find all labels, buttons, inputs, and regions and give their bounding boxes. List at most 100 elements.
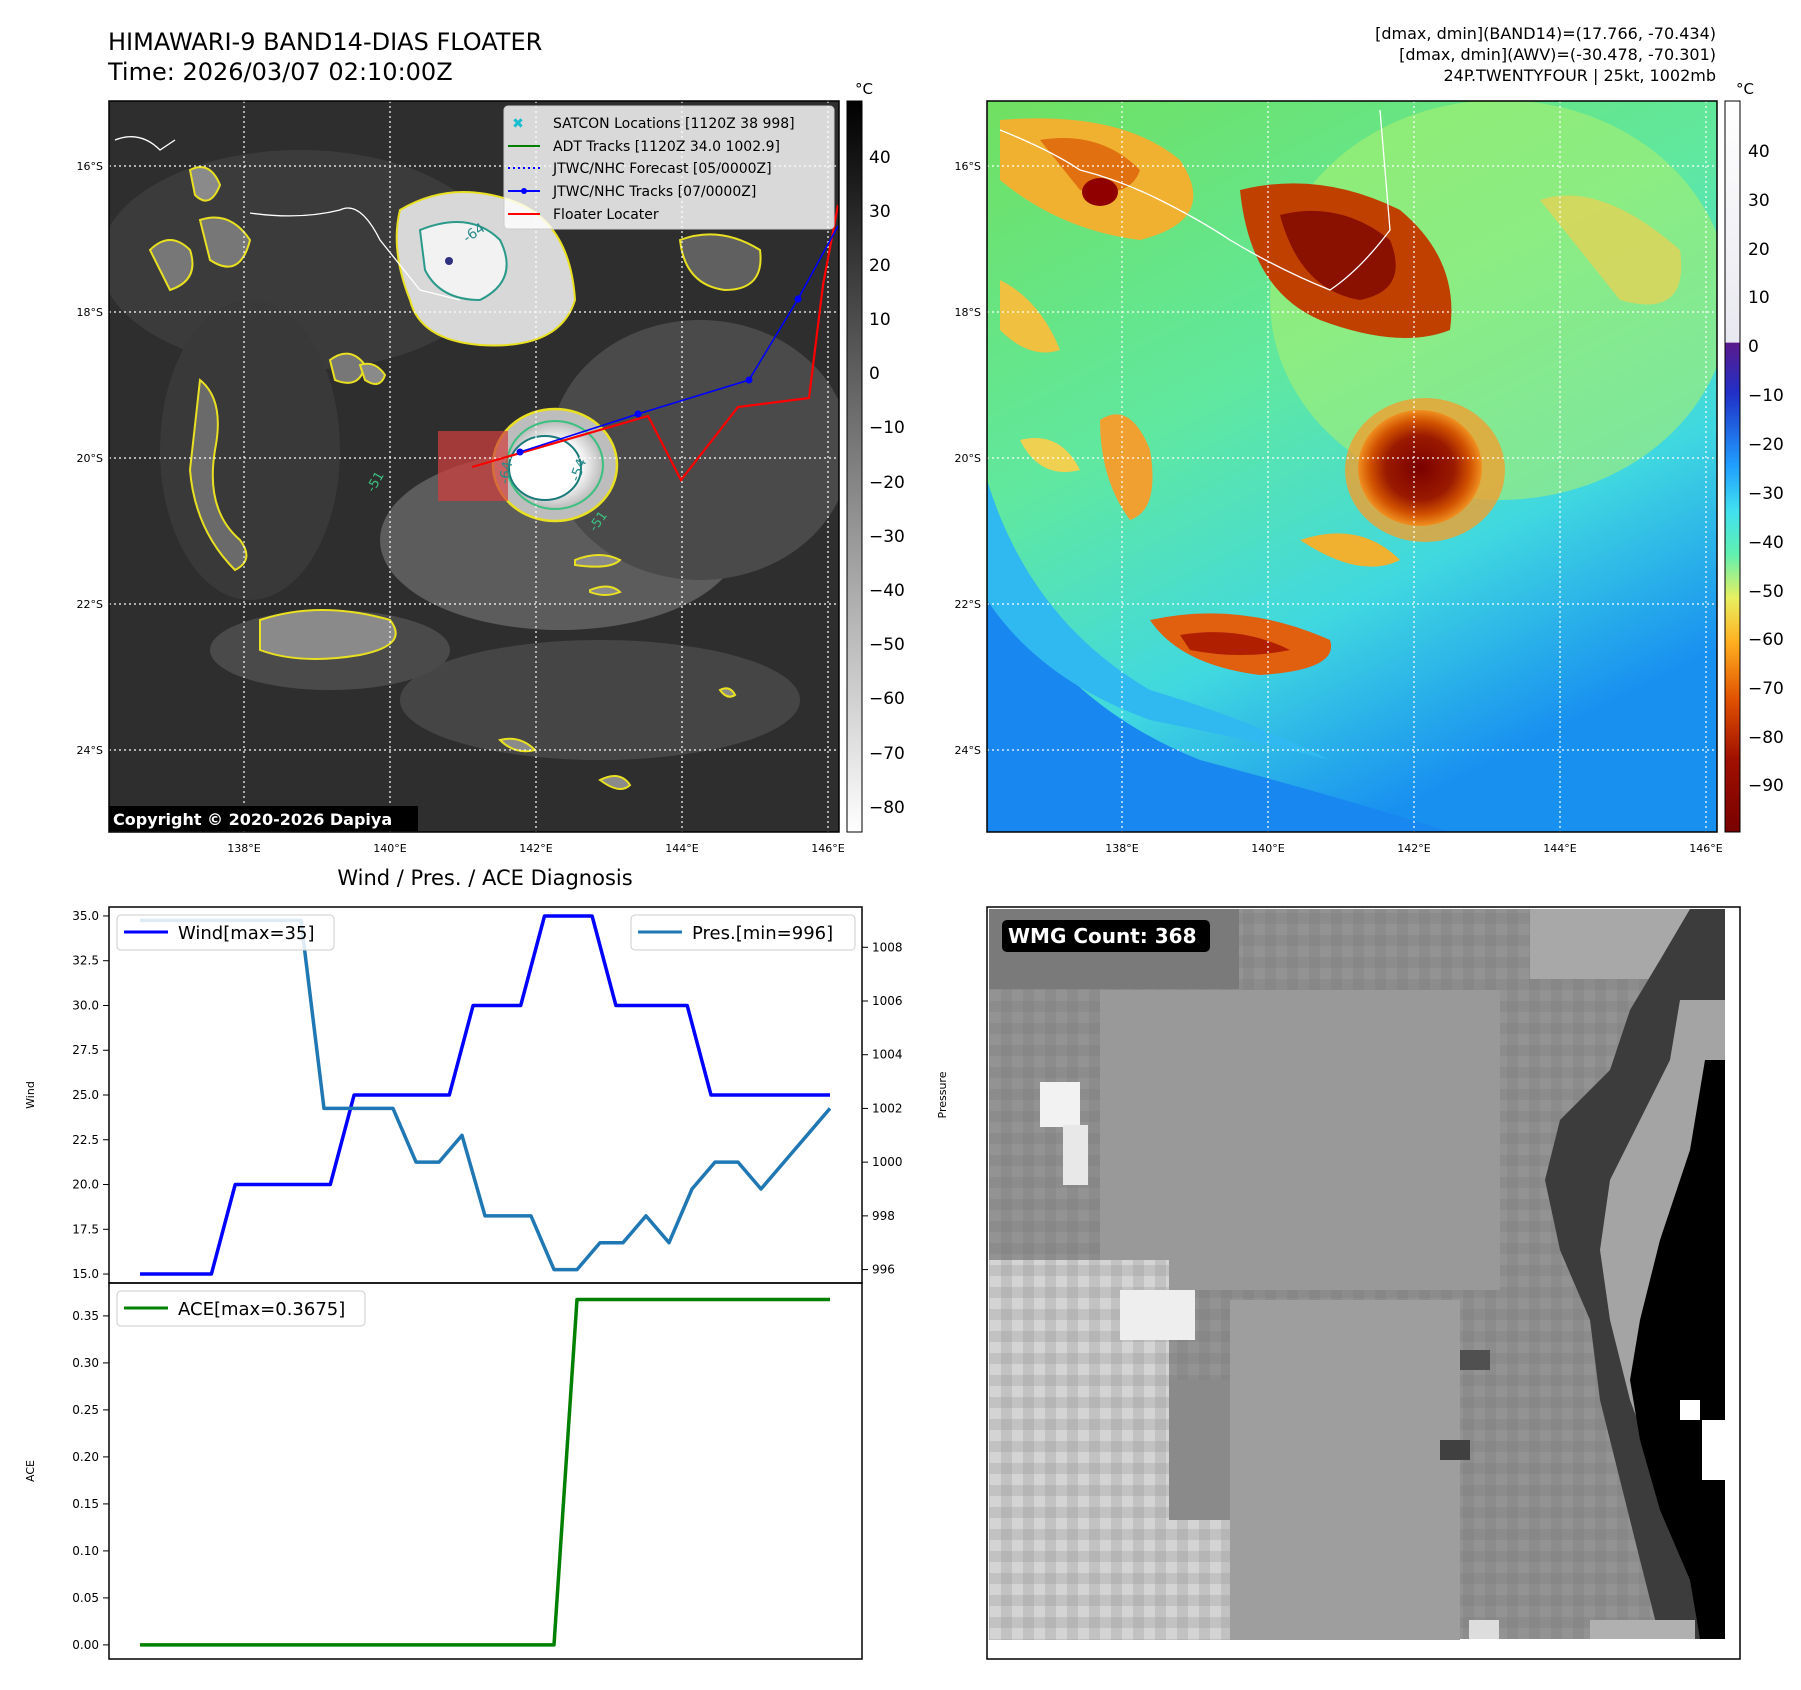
colorbar-tick: −60 <box>1748 630 1784 650</box>
contour-label: -54 <box>568 457 591 484</box>
wind-tick-label: 30.0 <box>72 998 99 1012</box>
pressure-legend: Pres.[min=996] <box>630 914 856 951</box>
satcon-legend-icon: ✖ <box>512 116 524 132</box>
wind-axis-label: Wind <box>24 1081 37 1109</box>
wind-legend: Wind[max=35] <box>116 914 335 951</box>
ace-legend-label: ACE[max=0.3675] <box>178 1299 345 1320</box>
wind-pressure-series <box>140 914 832 1276</box>
colorbar-tick: 30 <box>869 202 891 222</box>
colorbar-tick: −40 <box>1748 533 1784 553</box>
colorbar-tick: 20 <box>1748 240 1770 260</box>
pressure-tick-label: 996 <box>872 1263 895 1277</box>
lat-label: 22°S <box>955 598 981 611</box>
pressure-tick-label: 1000 <box>872 1155 903 1169</box>
diagnosis-title: Wind / Pres. / ACE Diagnosis <box>337 866 632 890</box>
colorbar-tick: 10 <box>1748 288 1770 308</box>
colorbar-tick: 0 <box>869 364 880 384</box>
figure-time: Time: 2026/03/07 02:10:00Z <box>107 58 453 86</box>
legend-entry: ADT Tracks [1120Z 34.0 1002.9] <box>553 139 780 155</box>
left-colorbar-unit: °C <box>855 80 873 98</box>
left-colorbar-ticks: 40 30 20 10 0 −10 −20 −30 −40 −50 −60 −7… <box>869 148 905 818</box>
legend-entry: Floater Locater <box>553 207 659 223</box>
right-colorbar-ticks: 40 30 20 10 0 −10 −20 −30 −40 −50 −60 −7… <box>1748 142 1784 796</box>
colorbar-tick: −10 <box>1748 386 1784 406</box>
pressure-axis-ticks: 1008 1006 1004 1002 1000 998 996 <box>862 940 903 1277</box>
ace-tick-label: 0.35 <box>72 1309 99 1323</box>
pressure-tick-label: 1008 <box>872 940 903 954</box>
ace-legend: ACE[max=0.3675] <box>116 1290 366 1327</box>
colorbar-tick: −20 <box>1748 435 1784 455</box>
lon-label: 138°E <box>227 842 260 855</box>
colorbar-tick: −30 <box>869 527 905 547</box>
wind-tick-label: 35.0 <box>72 909 99 923</box>
satcon-location-marker <box>445 257 453 265</box>
wind-tick-label: 15.0 <box>72 1267 99 1281</box>
lon-label: 140°E <box>1251 842 1284 855</box>
copyright-text: Copyright © 2020-2026 Dapiya <box>113 810 392 829</box>
lat-label: 20°S <box>77 452 103 465</box>
ace-series <box>140 1297 830 1647</box>
lon-label: 144°E <box>665 842 698 855</box>
pressure-legend-label: Pres.[min=996] <box>692 923 833 944</box>
contour-label: -64 <box>497 460 517 485</box>
ace-chart: 0.35 0.30 0.25 0.20 0.15 0.10 0.05 0.00 ACE ACE… <box>24 1282 863 1660</box>
ace-tick-label: 0.00 <box>72 1638 99 1652</box>
lat-label: 16°S <box>955 160 981 173</box>
left-colorbar <box>846 100 863 833</box>
jtwc-track-point <box>794 295 802 303</box>
wind-pressure-chart: 35.0 32.5 30.0 27.5 25.0 22.5 20.0 17.5 15.0 100… <box>24 906 949 1284</box>
wind-tick-label: 22.5 <box>72 1133 99 1147</box>
right-map-lat-labels: 16°S 18°S 20°S 22°S 24°S <box>955 160 981 757</box>
wind-line <box>140 914 830 1276</box>
pressure-tick-label: 1004 <box>872 1048 903 1062</box>
legend-entry: JTWC/NHC Tracks [07/0000Z] <box>552 184 756 200</box>
right-colorbar <box>1724 100 1741 833</box>
lon-label: 142°E <box>519 842 552 855</box>
storm-info: 24P.TWENTYFOUR | 25kt, 1002mb <box>1443 66 1716 85</box>
colorbar-tick: −50 <box>869 635 905 655</box>
pressure-axis-label: Pressure <box>936 1071 949 1118</box>
right-map-lon-labels: 138°E 140°E 142°E 144°E 146°E <box>1105 842 1722 855</box>
right-colorbar-unit: °C <box>1736 80 1754 98</box>
ace-tick-label: 0.25 <box>72 1403 99 1417</box>
colorbar-tick: −90 <box>1748 776 1784 796</box>
lat-label: 18°S <box>955 306 981 319</box>
pressure-tick-label: 998 <box>872 1209 895 1223</box>
lon-label: 144°E <box>1543 842 1576 855</box>
wmg-panel: WMG Count: 368 <box>986 906 1741 1660</box>
floater-locater-track <box>471 204 839 483</box>
colorbar-tick: −50 <box>1748 582 1784 602</box>
ace-axis-label: ACE <box>24 1460 37 1482</box>
jtwc-legend-marker <box>521 188 527 194</box>
ace-tick-label: 0.10 <box>72 1544 99 1558</box>
colorbar-tick: 20 <box>869 256 891 276</box>
wind-legend-label: Wind[max=35] <box>178 923 315 944</box>
colorbar-tick: −70 <box>869 744 905 764</box>
ace-tick-label: 0.30 <box>72 1356 99 1370</box>
colorbar-tick: 40 <box>869 148 891 168</box>
map-legend: ✖ SATCON Locations [1120Z 38 998] ADT Tr… <box>503 105 835 230</box>
colorbar-tick: 0 <box>1748 337 1759 357</box>
legend-entry: JTWC/NHC Forecast [05/0000Z] <box>552 161 772 177</box>
colorbar-tick: −30 <box>1748 484 1784 504</box>
wind-axis-ticks: 35.0 32.5 30.0 27.5 25.0 22.5 20.0 17.5 15.0 <box>72 909 109 1281</box>
lon-label: 142°E <box>1397 842 1430 855</box>
ace-tick-label: 0.20 <box>72 1450 99 1464</box>
lat-label: 20°S <box>955 452 981 465</box>
lon-label: 138°E <box>1105 842 1138 855</box>
lon-label: 146°E <box>1689 842 1722 855</box>
lat-label: 24°S <box>955 744 981 757</box>
ace-line <box>140 1297 830 1647</box>
wind-tick-label: 32.5 <box>72 954 99 968</box>
colorbar-tick: −10 <box>869 418 905 438</box>
colorbar-tick: −80 <box>1748 728 1784 748</box>
colorbar-tick: −20 <box>869 473 905 493</box>
jtwc-track-point <box>634 410 642 418</box>
legend-entry: SATCON Locations [1120Z 38 998] <box>553 116 795 132</box>
left-map-lat-labels: 16°S 18°S 20°S 22°S 24°S <box>77 160 103 757</box>
pressure-tick-label: 1002 <box>872 1101 903 1115</box>
left-map-lon-labels: 138°E 140°E 142°E 144°E 146°E <box>227 842 844 855</box>
ace-tick-label: 0.15 <box>72 1497 99 1511</box>
ace-tick-label: 0.05 <box>72 1591 99 1605</box>
